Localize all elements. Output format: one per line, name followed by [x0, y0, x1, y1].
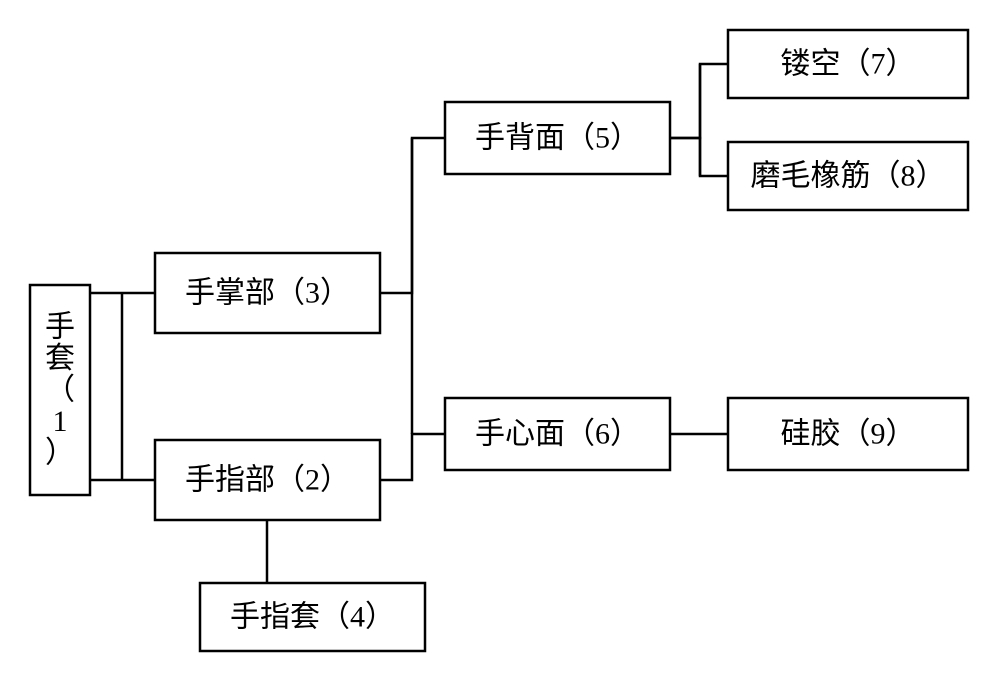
- node-label-n1-char4: ）: [45, 437, 75, 470]
- node-label-n1-char1: 套: [45, 342, 75, 375]
- node-n4: 手指套（4）: [200, 583, 425, 651]
- node-n9: 硅胶（9）: [728, 398, 968, 470]
- node-label-n5: 手背面（5）: [475, 122, 640, 155]
- node-label-n2: 手指部（2）: [185, 464, 350, 497]
- node-label-n7: 镂空（7）: [781, 48, 916, 81]
- node-n6: 手心面（6）: [445, 398, 670, 470]
- node-n2: 手指部（2）: [155, 440, 380, 520]
- node-label-n6: 手心面（6）: [475, 418, 640, 451]
- diagram-canvas: 手套（1） 手掌部（3） 手指部（2） 手指套（4） 手背面（5） 手心面（6） 镂空（7）…: [0, 0, 1000, 688]
- node-n3: 手掌部（3）: [155, 253, 380, 333]
- node-n8: 磨毛橡筋（8）: [728, 142, 968, 210]
- node-n1: 手套（1）: [30, 285, 90, 495]
- node-label-n9: 硅胶（9）: [781, 418, 916, 451]
- node-label-n8: 磨毛橡筋（8）: [751, 160, 946, 193]
- node-label-n1-char0: 手: [45, 311, 75, 344]
- node-label-n3: 手掌部（3）: [185, 277, 350, 310]
- node-label-n1-char3: 1: [53, 405, 68, 438]
- node-label-n1-char2: （: [45, 374, 75, 407]
- node-n5: 手背面（5）: [445, 102, 670, 174]
- node-label-n4: 手指套（4）: [230, 601, 395, 634]
- node-n7: 镂空（7）: [728, 30, 968, 98]
- edge-5: [380, 434, 445, 480]
